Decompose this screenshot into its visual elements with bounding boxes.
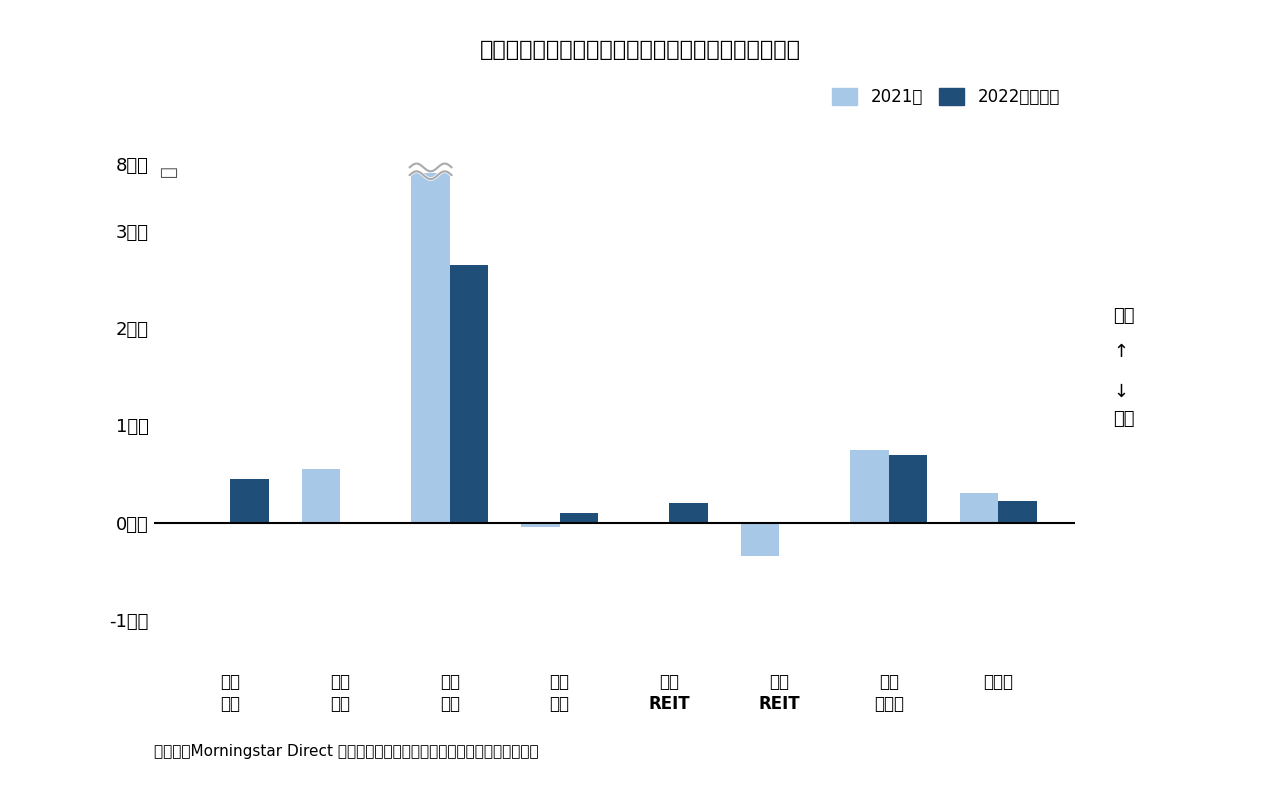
Text: 流入: 流入 — [1114, 308, 1135, 325]
Bar — [888, 455, 927, 523]
Text: REIT: REIT — [758, 695, 800, 713]
Text: 流出: 流出 — [1114, 411, 1135, 428]
Text: 国内: 国内 — [330, 673, 351, 691]
Text: 図表１：追加型株式投信（除くＥＴＦ）の資金流出入: 図表１：追加型株式投信（除くＥＴＦ）の資金流出入 — [480, 40, 800, 59]
Bar — [741, 523, 780, 556]
Bar — [449, 266, 488, 523]
Text: 国内: 国内 — [220, 673, 241, 691]
Text: ↑: ↑ — [1114, 343, 1129, 361]
Text: 国内: 国内 — [659, 673, 680, 691]
Text: 債券: 債券 — [549, 695, 570, 713]
Text: （資料）Morningstar Direct より筆者作成。イボットソン分類を用いて集計。: （資料）Morningstar Direct より筆者作成。イボットソン分類を用… — [154, 744, 538, 759]
Bar — [521, 523, 559, 528]
Bar — [850, 450, 888, 523]
Text: 債券: 債券 — [330, 695, 351, 713]
Bar — [998, 501, 1037, 523]
Text: 外国: 外国 — [440, 673, 460, 691]
Text: ンス型: ンス型 — [874, 695, 904, 713]
Bar — [230, 479, 269, 523]
Bar — [411, 173, 449, 523]
Text: ：: ： — [159, 165, 178, 177]
Text: ↓: ↓ — [1114, 383, 1129, 400]
Bar — [669, 503, 708, 523]
Text: 外国: 外国 — [769, 673, 788, 691]
Text: バラ: バラ — [878, 673, 899, 691]
Bar — [559, 513, 598, 523]
Bar — [960, 494, 998, 523]
Text: REIT: REIT — [649, 695, 690, 713]
Text: 外国: 外国 — [549, 673, 570, 691]
Bar — [302, 469, 340, 523]
Text: 株式: 株式 — [440, 695, 460, 713]
Legend: 2021年, 2022年上半期: 2021年, 2022年上半期 — [826, 81, 1066, 112]
Text: その他: その他 — [983, 673, 1014, 691]
Text: 株式: 株式 — [220, 695, 241, 713]
